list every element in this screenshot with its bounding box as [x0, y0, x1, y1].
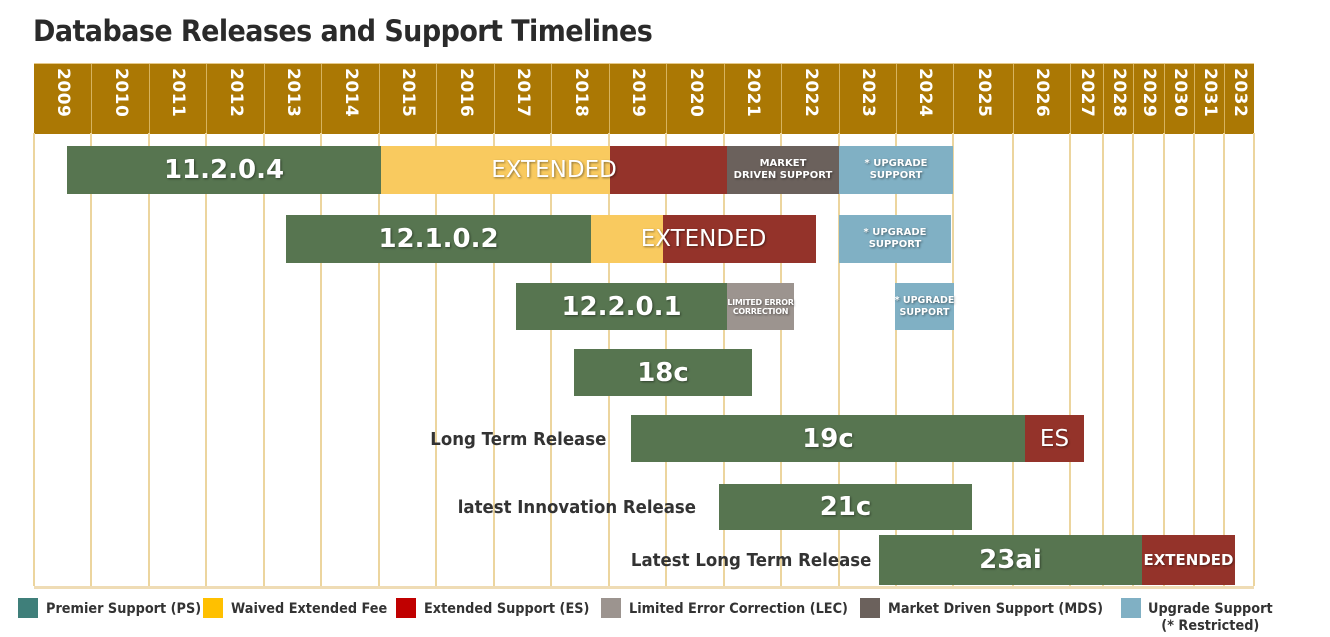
legend-item-waived: Waived Extended Fee	[203, 598, 401, 618]
year-2017: 2017	[494, 64, 551, 134]
gridline	[148, 133, 150, 586]
year-2031: 2031	[1194, 64, 1224, 134]
bar-12102-extended	[663, 215, 816, 263]
year-2029: 2029	[1133, 64, 1164, 134]
legend: Premier Support (PS) Waived Extended Fee…	[0, 598, 1330, 637]
gridline	[320, 133, 322, 586]
gridline	[1132, 133, 1134, 586]
gridline	[1193, 133, 1195, 586]
gridline	[838, 133, 840, 586]
gridline	[33, 133, 35, 586]
bar-11204-extended	[610, 146, 727, 194]
legend-swatch-mds	[860, 598, 880, 618]
bar-19c-extended: ES	[1025, 415, 1084, 462]
gridline	[90, 133, 92, 586]
legend-swatch-upgrade	[1121, 598, 1141, 618]
year-2010: 2010	[91, 64, 149, 134]
year-2027: 2027	[1070, 64, 1103, 134]
bar-11204-upgrade: * UPGRADE SUPPORT	[839, 146, 953, 194]
bar-12201-lec: LIMITED ERROR CORRECTION	[727, 283, 794, 330]
row-label-19c: Long Term Release	[429, 429, 606, 450]
legend-swatch-premier	[18, 598, 38, 618]
gridline	[1012, 133, 1014, 586]
row-label-23ai: Latest Long Term Release	[630, 550, 871, 571]
bar-11204-premier: 11.2.0.4	[67, 146, 381, 194]
year-2013: 2013	[264, 64, 321, 134]
row-label-21c: latest Innovation Release	[457, 497, 696, 518]
year-2020: 2020	[666, 64, 724, 134]
year-2016: 2016	[436, 64, 494, 134]
year-2022: 2022	[781, 64, 839, 134]
gridline	[1102, 133, 1104, 586]
chart-title: Database Releases and Support Timelines	[33, 14, 653, 48]
gridline	[263, 133, 265, 586]
year-2009: 2009	[52, 68, 73, 118]
year-2023: 2023	[839, 64, 896, 134]
year-2011: 2011	[149, 64, 206, 134]
legend-item-upgrade: Upgrade Support (* Restricted)	[1121, 598, 1283, 635]
gridline	[435, 133, 437, 586]
bar-21c-premier: 21c	[719, 484, 972, 530]
legend-swatch-lec	[601, 598, 621, 618]
bar-12201-premier: 12.2.0.1	[516, 283, 727, 330]
year-2014: 2014	[321, 64, 379, 134]
bar-23ai-premier: 23ai	[879, 535, 1142, 585]
bar-12102-waived	[591, 215, 663, 263]
year-2026: 2026	[1013, 64, 1070, 134]
year-2018: 2018	[551, 64, 609, 134]
bar-12102-premier: 12.1.0.2	[286, 215, 591, 263]
year-2015: 2015	[379, 64, 436, 134]
bar-11204-waived	[381, 146, 610, 194]
gridline	[1069, 133, 1071, 586]
year-header: 2009 2010 2011 2012 2013 2014 2015 2016 …	[34, 63, 1254, 134]
year-2030: 2030	[1164, 64, 1194, 134]
bar-12102-upgrade: * UPGRADE SUPPORT	[839, 215, 951, 263]
year-2019: 2019	[609, 64, 666, 134]
bar-12201-upgrade: * UPGRADE SUPPORT	[895, 283, 954, 330]
gridline	[378, 133, 380, 586]
gridline	[780, 133, 782, 586]
gridline	[1253, 133, 1255, 586]
gridline	[1223, 133, 1225, 586]
gridline	[550, 133, 552, 586]
bar-11204-mds: MARKET DRIVEN SUPPORT	[727, 146, 839, 194]
legend-item-extended: Extended Support (ES)	[396, 598, 604, 618]
year-2012: 2012	[206, 64, 264, 134]
gridline	[952, 133, 954, 586]
year-2028: 2028	[1103, 64, 1133, 134]
legend-swatch-extended	[396, 598, 416, 618]
year-2024: 2024	[896, 64, 953, 134]
gridline	[493, 133, 495, 586]
legend-item-premier: Premier Support (PS)	[18, 598, 215, 618]
gridline	[205, 133, 207, 586]
year-2025: 2025	[953, 64, 1013, 134]
bar-23ai-extended: EXTENDED	[1142, 535, 1235, 585]
year-2021: 2021	[724, 64, 781, 134]
legend-item-lec: Limited Error Correction (LEC)	[601, 598, 867, 618]
gridline	[895, 133, 897, 586]
gridline	[1163, 133, 1165, 586]
legend-swatch-waived	[203, 598, 223, 618]
year-2032: 2032	[1224, 64, 1254, 134]
legend-item-mds: Market Driven Support (MDS)	[860, 598, 1122, 618]
bar-18c-premier: 18c	[574, 349, 752, 396]
bar-19c-premier: 19c	[631, 415, 1025, 462]
